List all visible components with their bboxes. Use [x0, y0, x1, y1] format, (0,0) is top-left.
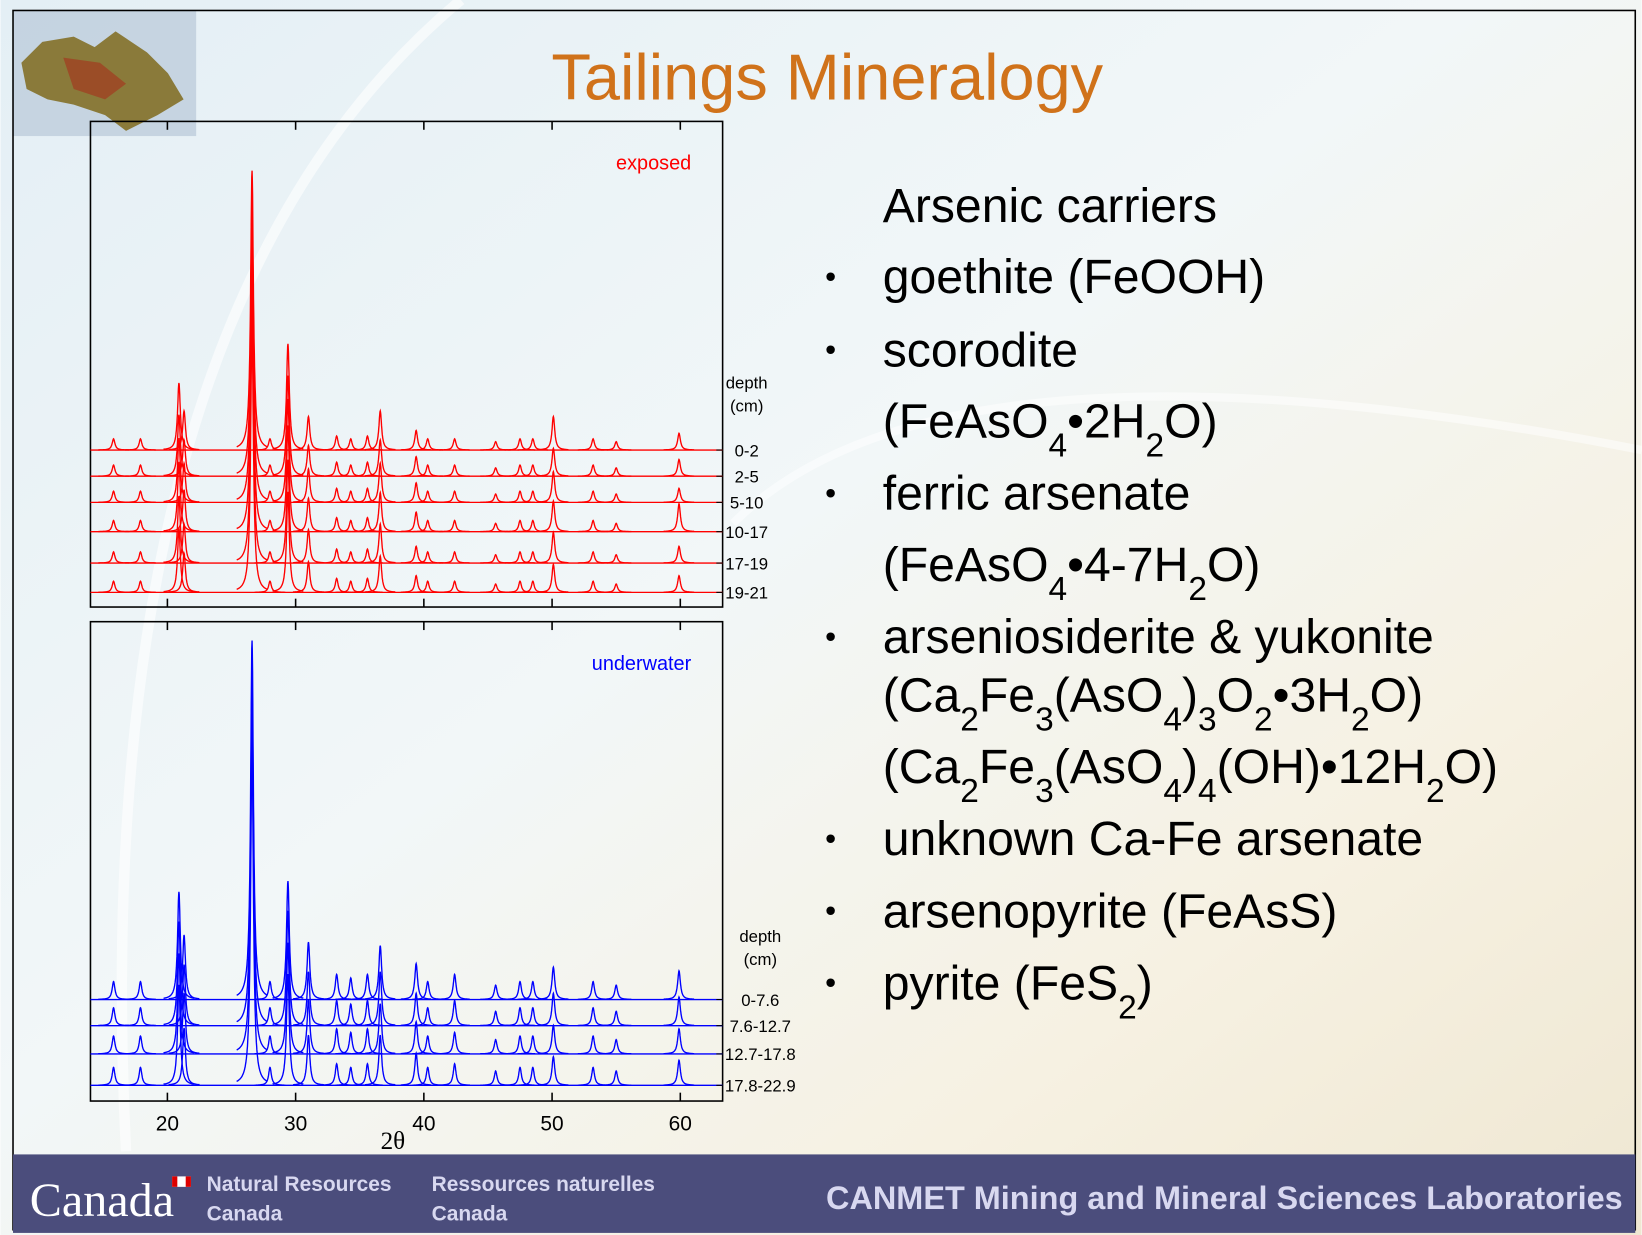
bullet-text: goethite (FeOOH)	[883, 250, 1265, 304]
text-run: O)	[1370, 669, 1423, 723]
x-tick-label: 40	[412, 1112, 435, 1135]
subscript: 4	[1049, 570, 1068, 607]
legend-label: 17.8-22.9	[725, 1077, 796, 1096]
subscript: 4	[1198, 772, 1217, 809]
text-run: )	[1182, 740, 1198, 794]
bullet: •	[825, 893, 836, 928]
text-run: •4-7H	[1067, 538, 1188, 592]
text-run: O)	[1164, 394, 1217, 448]
legend-label: 0-7.6	[741, 991, 779, 1010]
subscript: 4	[1163, 701, 1182, 738]
legend-label: 10-17	[725, 523, 768, 542]
subscript: 4	[1163, 772, 1182, 809]
slide: Tailings Mineralogy Canada Natural Resou…	[0, 0, 1642, 1235]
text-run: •3H	[1273, 669, 1351, 723]
legend-label: 7.6-12.7	[730, 1017, 791, 1036]
subscript: 2	[1254, 701, 1273, 738]
legend-label: 12.7-17.8	[725, 1045, 796, 1064]
text-intro: Arsenic carriers	[883, 179, 1217, 233]
legend-label: 19-21	[725, 584, 768, 603]
text-run: O)	[1445, 740, 1498, 794]
footer-fr: Ressources naturelles	[432, 1173, 655, 1196]
x-tick-label: 50	[540, 1112, 563, 1135]
bullet: •	[825, 619, 836, 654]
legend-title: (cm)	[730, 396, 763, 415]
subscript: 3	[1198, 701, 1217, 738]
annotation: underwater	[592, 653, 692, 675]
text-run: arsenopyrite (FeAsS)	[883, 884, 1338, 938]
subscript: 2	[1118, 989, 1137, 1026]
legend-label: 5-10	[730, 494, 764, 513]
annotation: exposed	[616, 153, 691, 175]
bullet: •	[825, 332, 836, 367]
text-run: Fe	[979, 669, 1035, 723]
bullet-text: arseniosiderite & yukonite	[883, 610, 1434, 664]
footer-en: Canada	[207, 1202, 283, 1225]
bullet: •	[825, 821, 836, 856]
bullet: •	[825, 965, 836, 1000]
text-run: arseniosiderite & yukonite	[883, 610, 1434, 664]
footer-fr: Canada	[432, 1202, 508, 1225]
legend-title: depth	[726, 373, 768, 392]
bullet-text: scorodite	[883, 323, 1078, 377]
text-run: (OH)•12H	[1217, 740, 1426, 794]
subscript: 3	[1035, 772, 1054, 809]
text-run: unknown Ca-Fe arsenate	[883, 812, 1423, 866]
text-run: Fe	[979, 740, 1035, 794]
legend-label: 17-19	[725, 554, 768, 573]
legend-title: (cm)	[744, 950, 777, 969]
footer-lab: CANMET Mining and Mineral Sciences Labor…	[826, 1180, 1623, 1216]
text-run: scorodite	[883, 323, 1078, 377]
text-run: (AsO	[1054, 669, 1164, 723]
footer-en: Natural Resources	[207, 1173, 392, 1196]
subscript: 3	[1035, 701, 1054, 738]
text-run: ferric arsenate	[883, 467, 1191, 521]
bullet: •	[825, 259, 836, 294]
x-tick-label: 30	[284, 1112, 307, 1135]
bullet-text: unknown Ca-Fe arsenate	[883, 812, 1423, 866]
canada-wordmark: Canada	[30, 1174, 174, 1227]
bullet-text: arsenopyrite (FeAsS)	[883, 884, 1338, 938]
text-run: (AsO	[1054, 740, 1164, 794]
text-run: )	[1182, 669, 1198, 723]
subscript: 2	[1188, 570, 1207, 607]
subscript: 2	[1146, 427, 1165, 464]
legend-title: depth	[739, 927, 781, 946]
subscript: 2	[1351, 701, 1370, 738]
subscript: 2	[1426, 772, 1445, 809]
text-run: (Ca	[883, 740, 961, 794]
flag	[172, 1176, 177, 1186]
text-run: (Ca	[883, 669, 961, 723]
text-run: O)	[1207, 538, 1260, 592]
x-axis-label: 2θ	[381, 1128, 406, 1155]
x-tick-label: 20	[156, 1112, 179, 1135]
text-run: (FeAsO	[883, 538, 1049, 592]
subscript: 4	[1049, 427, 1068, 464]
text-run: O	[1217, 669, 1254, 723]
bullet: •	[825, 475, 836, 510]
text-run: goethite (FeOOH)	[883, 250, 1265, 304]
bullet-text: ferric arsenate	[883, 467, 1191, 521]
text-run: )	[1137, 957, 1153, 1011]
x-tick-label: 60	[669, 1112, 692, 1135]
text-run: pyrite (FeS	[883, 957, 1118, 1011]
legend-label: 0-2	[735, 441, 759, 460]
subscript: 2	[960, 701, 979, 738]
text-run: •2H	[1067, 394, 1145, 448]
slide-title: Tailings Mineralogy	[551, 40, 1103, 113]
legend-label: 2-5	[735, 467, 759, 486]
subscript: 2	[960, 772, 979, 809]
flag	[186, 1176, 191, 1186]
text-run: (FeAsO	[883, 394, 1049, 448]
